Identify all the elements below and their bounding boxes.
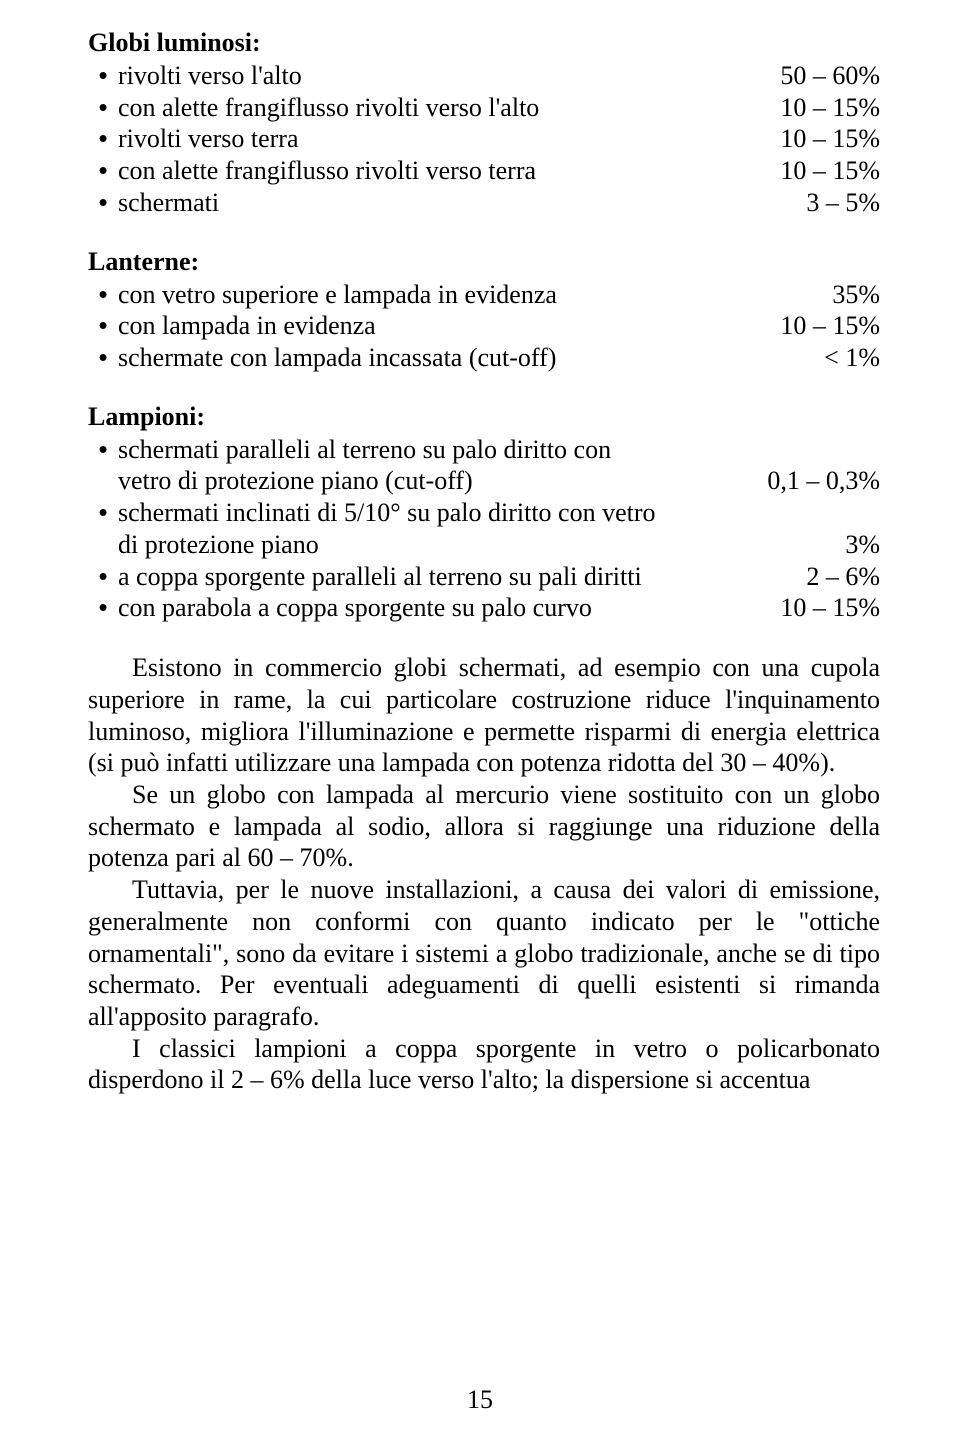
item-value: < 1% [804, 342, 880, 374]
section-title-lanterne: Lanterne: [88, 247, 880, 277]
list-item: • con parabola a coppa sporgente su palo… [88, 592, 880, 624]
document-page: Globi luminosi: • rivolti verso l'alto 5… [0, 0, 960, 1439]
bullet-icon: • [88, 593, 118, 622]
list-item: • rivolti verso terra 10 – 15% [88, 123, 880, 155]
item-value: 10 – 15% [760, 155, 880, 187]
bullet-icon: • [88, 562, 118, 591]
list-item: • schermati inclinati di 5/10° su palo d… [88, 497, 880, 529]
item-value: 10 – 15% [760, 592, 880, 624]
list-item-cont: di protezione piano 3% [88, 529, 880, 561]
list-item: • schermate con lampada incassata (cut-o… [88, 342, 880, 374]
list-item: • rivolti verso l'alto 50 – 60% [88, 60, 880, 92]
item-value: 2 – 6% [786, 561, 880, 593]
item-value: 10 – 15% [760, 310, 880, 342]
bullet-icon: • [88, 156, 118, 185]
list-item: • schermati paralleli al terreno su palo… [88, 434, 880, 466]
item-value: 0,1 – 0,3% [747, 465, 880, 497]
item-label: rivolti verso l'alto [118, 60, 760, 92]
page-number: 15 [0, 1385, 960, 1415]
list-item: • con alette frangiflusso rivolti verso … [88, 155, 880, 187]
item-label: con parabola a coppa sporgente su palo c… [118, 592, 760, 624]
item-label: schermati paralleli al terreno su palo d… [118, 434, 880, 466]
item-label: con alette frangiflusso rivolti verso l'… [118, 92, 760, 124]
section-title-globi: Globi luminosi: [88, 28, 880, 58]
bullet-icon: • [88, 93, 118, 122]
item-label: con alette frangiflusso rivolti verso te… [118, 155, 760, 187]
item-label: schermate con lampada incassata (cut-off… [118, 342, 804, 374]
bullet-icon: • [88, 311, 118, 340]
item-label: schermati [118, 187, 786, 219]
item-label: schermati inclinati di 5/10° su palo dir… [118, 497, 880, 529]
item-label: con lampada in evidenza [118, 310, 760, 342]
item-label: con vetro superiore e lampada in evidenz… [118, 279, 812, 311]
item-label: a coppa sporgente paralleli al terreno s… [118, 561, 786, 593]
item-value: 10 – 15% [760, 92, 880, 124]
bullet-icon: • [88, 280, 118, 309]
body-paragraph: I classici lampioni a coppa sporgente in… [88, 1033, 880, 1096]
body-paragraph: Esistono in commercio globi schermati, a… [88, 652, 880, 779]
item-label: di protezione piano [118, 529, 825, 561]
list-item: • con vetro superiore e lampada in evide… [88, 279, 880, 311]
body-paragraph: Tuttavia, per le nuove installazioni, a … [88, 874, 880, 1033]
bullet-icon: • [88, 124, 118, 153]
section-title-lampioni: Lampioni: [88, 402, 880, 432]
item-value: 50 – 60% [760, 60, 880, 92]
item-value: 35% [812, 279, 880, 311]
item-value: 3 – 5% [786, 187, 880, 219]
bullet-icon: • [88, 498, 118, 527]
list-item: • schermati 3 – 5% [88, 187, 880, 219]
item-label: vetro di protezione piano (cut-off) [118, 465, 747, 497]
item-value: 10 – 15% [760, 123, 880, 155]
bullet-icon: • [88, 61, 118, 90]
body-paragraph: Se un globo con lampada al mercurio vien… [88, 779, 880, 874]
item-label: rivolti verso terra [118, 123, 760, 155]
list-item-cont: vetro di protezione piano (cut-off) 0,1 … [88, 465, 880, 497]
list-item: • con alette frangiflusso rivolti verso … [88, 92, 880, 124]
list-item: • con lampada in evidenza 10 – 15% [88, 310, 880, 342]
item-value: 3% [825, 529, 880, 561]
bullet-icon: • [88, 435, 118, 464]
bullet-icon: • [88, 188, 118, 217]
bullet-icon: • [88, 343, 118, 372]
list-item: • a coppa sporgente paralleli al terreno… [88, 561, 880, 593]
